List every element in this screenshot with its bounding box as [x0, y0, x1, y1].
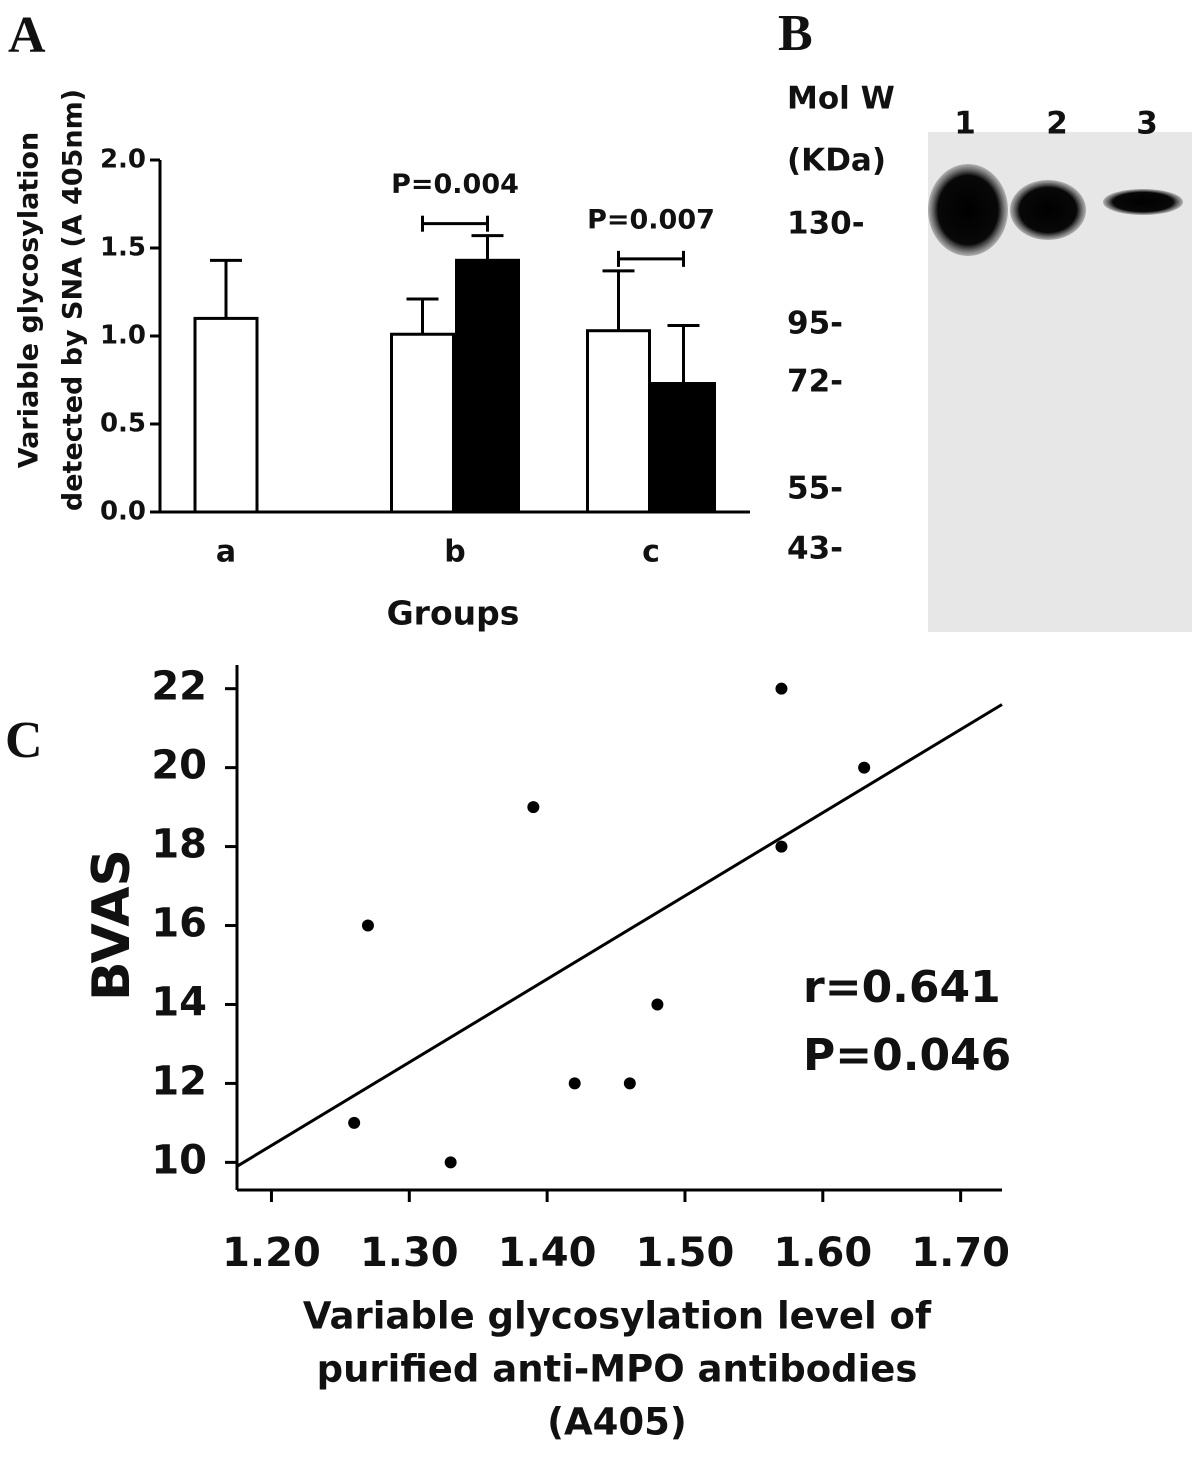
x-tick-label: 1.70: [911, 1230, 1010, 1276]
bar: [651, 382, 716, 514]
x-axis-label: Variable glycosylation level of: [303, 1295, 932, 1338]
y-axis-label: Variable glycosylation: [14, 132, 45, 469]
point: [858, 761, 871, 774]
y-axis-label: detected by SNA (A 405nm): [58, 89, 89, 511]
mw-marker: 72-: [787, 364, 843, 400]
mw-marker: 55-: [787, 471, 843, 507]
mw-marker: 95-: [787, 306, 843, 342]
annotation: r=0.641: [803, 962, 1001, 1013]
blot-header: (KDa): [787, 143, 886, 179]
y-tick-label: 10: [151, 1137, 207, 1183]
x-tick-label: b: [444, 535, 465, 570]
trendline: [236, 703, 1003, 1168]
x-tick-label: 1.20: [222, 1230, 321, 1276]
x-axis-label: (A405): [547, 1401, 687, 1444]
point: [348, 1116, 361, 1129]
x-tick-label: 1.50: [636, 1230, 735, 1276]
lane-label: 3: [1136, 106, 1158, 142]
point: [623, 1077, 636, 1090]
bar: [193, 316, 259, 514]
y-tick-label: 14: [151, 979, 207, 1025]
x-axis-label: purified anti-MPO antibodies: [317, 1348, 918, 1391]
lane-label: 2: [1046, 106, 1068, 142]
y-tick-label: 16: [151, 901, 207, 947]
y-tick-label: 1.5: [100, 233, 146, 263]
annotation: P=0.007: [587, 204, 715, 235]
annotation: P=0.046: [803, 1030, 1011, 1081]
y-tick-label: 20: [151, 743, 207, 789]
x-tick-label: 1.40: [498, 1230, 597, 1276]
y-tick-label: 0.5: [100, 409, 146, 439]
bar: [586, 329, 651, 514]
panel-label: C: [5, 712, 43, 769]
annotation: P=0.004: [391, 169, 519, 200]
bar: [455, 258, 520, 514]
blot-header: Mol W: [787, 81, 895, 117]
point: [651, 998, 664, 1011]
y-tick-label: 22: [151, 664, 207, 710]
panel-label: A: [8, 7, 46, 64]
x-axis-label: Groups: [387, 594, 520, 633]
x-tick-label: 1.60: [773, 1230, 872, 1276]
y-tick-label: 0.0: [100, 497, 146, 527]
point: [568, 1077, 581, 1090]
point: [361, 919, 374, 932]
point: [775, 840, 788, 853]
point: [527, 801, 540, 814]
y-tick-label: 12: [151, 1058, 207, 1104]
y-axis-label: BVAS: [82, 849, 142, 1001]
lane-label: 1: [954, 106, 976, 142]
mw-marker: 130-: [787, 206, 865, 242]
mw-marker: 43-: [787, 531, 843, 567]
x-tick-label: c: [642, 535, 660, 570]
point: [775, 682, 788, 695]
blot-image: [928, 132, 1192, 632]
y-tick-label: 1.0: [100, 321, 146, 351]
bar: [390, 332, 455, 514]
y-tick-label: 2.0: [100, 145, 146, 175]
x-tick-label: 1.30: [360, 1230, 459, 1276]
panel-label: B: [778, 5, 813, 62]
point: [444, 1156, 457, 1169]
y-tick-label: 18: [151, 822, 207, 868]
x-tick-label: a: [216, 535, 236, 570]
